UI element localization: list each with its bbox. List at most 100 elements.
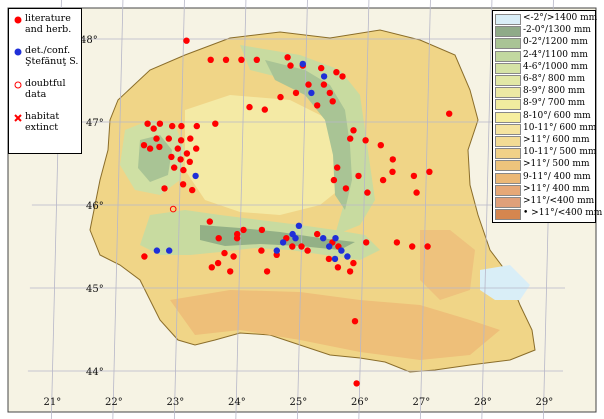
climate-legend-row: 8-10°/ 600 mm bbox=[495, 111, 595, 123]
meridian-line bbox=[112, 0, 124, 419]
literature-record-point bbox=[233, 235, 241, 242]
confirmed-record-point bbox=[273, 247, 280, 254]
confirmed-record-point bbox=[331, 255, 339, 263]
climate-swatch bbox=[495, 14, 521, 25]
literature-record-point bbox=[305, 81, 312, 88]
literature-record-point bbox=[263, 268, 271, 275]
confirmed-record-point bbox=[166, 247, 173, 254]
climate-swatch bbox=[495, 50, 521, 62]
literature-record-point bbox=[156, 120, 164, 127]
literature-record-point bbox=[171, 164, 178, 171]
literature-record-point bbox=[261, 106, 268, 113]
climate-legend-row: >11°/ 400 mm bbox=[495, 183, 595, 196]
literature-record-point bbox=[214, 259, 222, 267]
literature-record-point bbox=[165, 135, 172, 142]
literature-record-point bbox=[342, 185, 350, 192]
climate-swatch bbox=[495, 38, 521, 50]
literature-record-point bbox=[146, 145, 154, 152]
literature-record-point bbox=[212, 120, 219, 127]
literature-record-point bbox=[144, 120, 151, 127]
climate-label: 8-9°/ 800 mm bbox=[523, 86, 585, 97]
literature-record-point bbox=[183, 37, 190, 44]
climate-label: >11°/ 400 mm bbox=[523, 183, 590, 194]
literature-record-point bbox=[140, 142, 148, 149]
literature-record-point bbox=[413, 189, 420, 196]
confirmed-record-point bbox=[308, 89, 315, 97]
danube-delta bbox=[480, 265, 530, 300]
climate-swatch bbox=[495, 75, 521, 86]
climate-legend-row: -2-0°/1300 mm bbox=[495, 25, 595, 38]
legend-extinct-line2: extinct bbox=[25, 122, 59, 133]
literature-record-point bbox=[304, 247, 311, 254]
literature-record-point bbox=[156, 143, 163, 151]
latitude-label: 47° bbox=[86, 118, 104, 129]
climate-swatch bbox=[495, 123, 521, 135]
literature-record-point bbox=[169, 122, 176, 130]
legend-literature-line2: and herb. bbox=[25, 24, 72, 35]
eastern-carpathians-core bbox=[265, 60, 352, 210]
latitude-label: 45° bbox=[86, 284, 104, 295]
literature-record-point bbox=[353, 380, 360, 387]
literature-record-point bbox=[179, 181, 187, 188]
literature-record-point bbox=[350, 259, 357, 267]
literature-record-point bbox=[177, 156, 184, 163]
climate-label: 9-11°/ 400 mm bbox=[523, 171, 591, 182]
climate-legend-row: 8-9°/ 800 mm bbox=[495, 86, 595, 99]
moldavian-lowland bbox=[420, 230, 475, 300]
literature-record-point bbox=[208, 264, 215, 271]
longitude-label: 21° bbox=[44, 397, 62, 408]
literature-record-point bbox=[379, 176, 387, 184]
literature-record-point bbox=[227, 268, 234, 275]
transylvanian-plateau bbox=[185, 95, 350, 215]
literature-record-point bbox=[238, 56, 245, 63]
literature-record-point bbox=[284, 54, 291, 61]
literature-record-point bbox=[389, 168, 396, 175]
literature-record-point bbox=[258, 226, 266, 234]
literature-record-point bbox=[350, 127, 357, 134]
literature-record-point bbox=[339, 73, 346, 80]
longitude-label: 25° bbox=[290, 397, 308, 408]
literature-record-point bbox=[351, 318, 359, 325]
climate-label: 4-6°/1000 mm bbox=[523, 61, 588, 72]
literature-record-point bbox=[177, 137, 185, 144]
climate-legend-row: 2-4°/1100 mm bbox=[495, 50, 595, 62]
literature-record-point bbox=[389, 156, 396, 163]
literature-record-point bbox=[222, 56, 230, 63]
graticule bbox=[27, 0, 571, 419]
literature-record-point bbox=[258, 247, 265, 254]
meridian-line bbox=[296, 0, 308, 419]
climate-swatch bbox=[495, 148, 521, 160]
literature-record-point bbox=[362, 137, 369, 144]
climate-legend-row: 10-11°/ 500 mm bbox=[495, 147, 596, 160]
climate-swatch bbox=[495, 26, 521, 38]
literature-record-point bbox=[153, 135, 160, 142]
literature-record-point bbox=[187, 135, 194, 142]
climate-label: • >11°/<400 mm bbox=[523, 208, 603, 219]
literature-record-point bbox=[410, 172, 418, 180]
literature-record-point bbox=[207, 56, 214, 63]
climate-label: 10-11°/ 600 mm bbox=[523, 122, 597, 133]
climate-swatch bbox=[495, 136, 521, 147]
confirmed-record-point bbox=[338, 247, 345, 254]
climate-label: >11°/<400 mm bbox=[523, 196, 595, 206]
legend-doubtful-line2: data bbox=[25, 89, 47, 100]
literature-record-point bbox=[298, 243, 305, 250]
longitude-label: 28° bbox=[474, 397, 492, 408]
longitude-labels: 21° 22° 23° 24° 25° 26° 27° 28° 29° bbox=[44, 397, 554, 408]
climate-swatch bbox=[495, 99, 521, 111]
literature-record-point bbox=[141, 253, 148, 260]
meridian-line bbox=[235, 0, 247, 419]
longitude-label: 24° bbox=[228, 397, 246, 408]
meridian-line bbox=[358, 0, 370, 419]
literature-record-point bbox=[240, 226, 247, 234]
confirmed-record-point bbox=[299, 60, 306, 68]
climate-label: 0-2°/1200 mm bbox=[523, 37, 588, 48]
literature-record-point bbox=[446, 110, 453, 117]
literature-record-point bbox=[186, 158, 193, 165]
climate-legend-row: >11°/ 500 mm bbox=[495, 159, 595, 172]
literature-record-point bbox=[320, 81, 328, 88]
legend-det-conf-line2: Ştefănuţ S. bbox=[25, 56, 79, 67]
climate-label: 6-8°/ 800 mm bbox=[523, 74, 585, 84]
literature-record-point bbox=[277, 93, 284, 101]
literature-record-point bbox=[314, 230, 321, 238]
